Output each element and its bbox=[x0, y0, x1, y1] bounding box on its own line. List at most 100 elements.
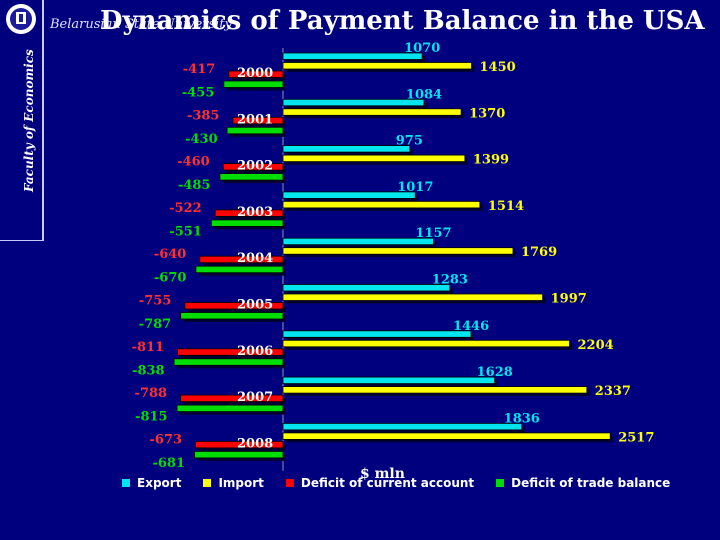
bar-deficit-of-current-account bbox=[195, 440, 284, 449]
legend-swatch-import bbox=[203, 479, 212, 487]
legend-label-import: Import bbox=[218, 476, 264, 490]
data-label: 1769 bbox=[521, 245, 557, 260]
data-label: -811 bbox=[132, 340, 165, 355]
sidebar-rule bbox=[0, 240, 44, 241]
university-label: Belarusian State University bbox=[50, 17, 232, 32]
bar-import bbox=[282, 108, 462, 116]
data-label: 1514 bbox=[488, 199, 524, 214]
chart-legend: Export Import Deficit of current account… bbox=[122, 476, 692, 490]
bar-deficit-of-trade-balance bbox=[219, 173, 284, 181]
bar-import bbox=[282, 200, 481, 209]
data-label: 1997 bbox=[551, 292, 587, 307]
bar-import bbox=[282, 154, 466, 163]
bar-deficit-of-trade-balance bbox=[176, 404, 284, 413]
bar-import bbox=[282, 62, 472, 70]
bar-deficit-of-current-account bbox=[222, 163, 284, 171]
legend-label-deficit-trade-balance: Deficit of trade balance bbox=[511, 476, 671, 490]
legend-label-deficit-current-account: Deficit of current account bbox=[300, 476, 475, 490]
year-label: 2004 bbox=[237, 251, 273, 266]
data-label: -430 bbox=[185, 132, 218, 147]
data-label: -670 bbox=[154, 271, 187, 286]
bar-export bbox=[282, 52, 423, 60]
data-label: -681 bbox=[152, 456, 185, 471]
data-label: -673 bbox=[150, 432, 183, 447]
data-label: -460 bbox=[177, 155, 210, 170]
bar-import bbox=[282, 432, 611, 440]
bar-deficit-of-trade-balance bbox=[223, 80, 284, 88]
data-label: 1370 bbox=[469, 106, 505, 121]
year-label: 2006 bbox=[237, 344, 273, 359]
bar-deficit-of-trade-balance bbox=[210, 219, 284, 227]
data-label: -755 bbox=[139, 294, 172, 309]
year-label: 2001 bbox=[237, 112, 273, 127]
legend-swatch-deficit-current-account bbox=[285, 479, 294, 487]
bar-export bbox=[282, 376, 496, 385]
bar-export bbox=[282, 191, 416, 199]
bar-deficit-of-trade-balance bbox=[194, 450, 284, 459]
legend-label-export: Export bbox=[137, 476, 182, 490]
year-label: 2007 bbox=[237, 390, 273, 405]
data-label: 1283 bbox=[432, 273, 468, 288]
bar-deficit-of-current-account bbox=[199, 255, 284, 264]
data-label: 1157 bbox=[415, 226, 451, 241]
bar-export bbox=[282, 422, 523, 431]
sidebar-divider bbox=[42, 0, 44, 240]
bar-deficit-of-trade-balance bbox=[195, 265, 284, 274]
data-label: -787 bbox=[139, 317, 172, 332]
data-label: -640 bbox=[154, 247, 187, 262]
legend-item-deficit-current-account: Deficit of current account bbox=[285, 476, 475, 490]
data-label: -815 bbox=[135, 410, 168, 425]
bar-deficit-of-current-account bbox=[228, 70, 284, 78]
bar-deficit-of-current-account bbox=[232, 116, 284, 125]
bar-export bbox=[282, 330, 472, 338]
year-label: 2000 bbox=[237, 66, 273, 81]
bar-import bbox=[282, 386, 588, 394]
data-label: -455 bbox=[182, 86, 215, 101]
year-label: 2003 bbox=[237, 205, 273, 220]
bar-deficit-of-trade-balance bbox=[173, 358, 284, 366]
bar-import bbox=[282, 339, 570, 348]
bar-export bbox=[282, 98, 425, 107]
bar-deficit-of-trade-balance bbox=[226, 126, 284, 135]
data-label: 975 bbox=[396, 134, 423, 149]
data-label: -838 bbox=[132, 363, 165, 378]
data-label: -417 bbox=[183, 62, 216, 77]
university-logo bbox=[6, 4, 36, 34]
data-label: -522 bbox=[169, 201, 202, 216]
bar-deficit-of-current-account bbox=[180, 394, 284, 403]
bar-deficit-of-current-account bbox=[214, 209, 284, 217]
year-label: 2002 bbox=[237, 159, 273, 174]
data-label: 1084 bbox=[406, 87, 442, 102]
page-title: Dynamics of Payment Balance in the USA bbox=[100, 6, 705, 36]
bar-export bbox=[282, 145, 411, 153]
data-label: 1628 bbox=[477, 365, 513, 380]
year-label: 2008 bbox=[237, 436, 273, 451]
data-label: 2204 bbox=[578, 338, 614, 353]
bar-export bbox=[282, 284, 451, 292]
data-label: 2337 bbox=[595, 384, 631, 399]
bar-deficit-of-current-account bbox=[184, 302, 284, 310]
bar-import bbox=[282, 293, 544, 301]
legend-item-deficit-trade-balance: Deficit of trade balance bbox=[496, 476, 670, 490]
data-label: 1446 bbox=[453, 319, 489, 334]
legend-swatch-deficit-trade-balance bbox=[496, 479, 505, 487]
data-label: 1070 bbox=[404, 41, 440, 56]
data-label: -788 bbox=[135, 386, 168, 401]
data-label: -485 bbox=[178, 178, 211, 193]
x-axis-label: $ mln bbox=[360, 466, 405, 482]
data-label: 2517 bbox=[618, 430, 654, 445]
data-label: 1836 bbox=[504, 411, 540, 426]
legend-item-export: Export bbox=[122, 476, 181, 490]
year-label: 2005 bbox=[237, 298, 273, 313]
bar-deficit-of-current-account bbox=[177, 348, 284, 356]
bar-deficit-of-trade-balance bbox=[180, 312, 284, 320]
bar-export bbox=[282, 237, 434, 246]
legend-item-import: Import bbox=[203, 476, 264, 490]
bar-import bbox=[282, 247, 514, 255]
legend-swatch-export bbox=[122, 479, 130, 487]
data-label: 1450 bbox=[480, 60, 516, 75]
data-label: 1399 bbox=[473, 153, 509, 168]
data-label: -385 bbox=[187, 108, 220, 123]
data-label: 1017 bbox=[397, 180, 433, 195]
